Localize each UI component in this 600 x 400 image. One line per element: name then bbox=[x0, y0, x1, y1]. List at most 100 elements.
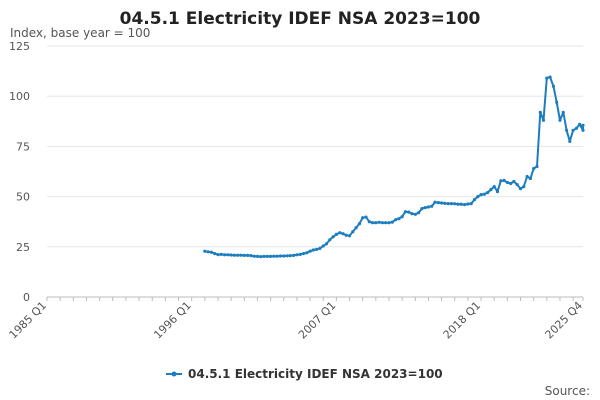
data-point[interactable] bbox=[397, 217, 401, 221]
data-point[interactable] bbox=[347, 234, 352, 238]
data-point[interactable] bbox=[426, 205, 430, 209]
data-point[interactable] bbox=[518, 187, 523, 191]
data-point[interactable] bbox=[522, 185, 526, 189]
data-point[interactable] bbox=[410, 212, 414, 216]
data-point[interactable] bbox=[275, 254, 279, 258]
data-point[interactable] bbox=[331, 235, 335, 239]
data-point[interactable] bbox=[492, 185, 496, 189]
data-point[interactable] bbox=[361, 216, 365, 220]
data-point[interactable] bbox=[469, 202, 473, 206]
data-point[interactable] bbox=[505, 180, 509, 185]
data-point[interactable] bbox=[232, 253, 236, 257]
data-point[interactable] bbox=[292, 253, 296, 257]
data-point[interactable] bbox=[558, 118, 562, 122]
data-point[interactable] bbox=[482, 192, 486, 196]
data-point[interactable] bbox=[341, 232, 345, 236]
data-point[interactable] bbox=[489, 188, 493, 192]
data-point[interactable] bbox=[525, 174, 529, 179]
data-point[interactable] bbox=[502, 178, 506, 183]
data-point[interactable] bbox=[436, 201, 440, 205]
data-point[interactable] bbox=[417, 211, 421, 215]
data-point[interactable] bbox=[568, 139, 572, 143]
data-point[interactable] bbox=[377, 220, 381, 224]
data-point[interactable] bbox=[515, 183, 519, 187]
data-point[interactable] bbox=[219, 252, 223, 256]
data-point[interactable] bbox=[324, 242, 329, 246]
data-point[interactable] bbox=[509, 181, 513, 186]
data-point[interactable] bbox=[374, 221, 378, 225]
data-point[interactable] bbox=[443, 201, 447, 205]
data-point[interactable] bbox=[321, 244, 325, 248]
data-point[interactable] bbox=[574, 126, 579, 130]
data-point[interactable] bbox=[456, 202, 460, 206]
data-point[interactable] bbox=[282, 254, 286, 258]
data-point[interactable] bbox=[364, 215, 368, 219]
data-point[interactable] bbox=[242, 253, 246, 257]
data-point[interactable] bbox=[272, 254, 276, 258]
data-point[interactable] bbox=[255, 254, 260, 258]
data-point[interactable] bbox=[367, 220, 371, 224]
data-point[interactable] bbox=[541, 118, 546, 122]
data-point[interactable] bbox=[338, 231, 342, 235]
data-point[interactable] bbox=[476, 195, 480, 199]
data-point[interactable] bbox=[344, 233, 348, 237]
data-point[interactable] bbox=[532, 166, 536, 171]
data-point[interactable] bbox=[213, 252, 217, 256]
data-point[interactable] bbox=[315, 247, 319, 251]
data-point[interactable] bbox=[486, 191, 490, 195]
data-point[interactable] bbox=[354, 226, 358, 230]
data-point[interactable] bbox=[295, 253, 299, 257]
data-point[interactable] bbox=[209, 250, 213, 254]
data-point[interactable] bbox=[311, 248, 315, 252]
data-point[interactable] bbox=[423, 206, 427, 210]
data-point[interactable] bbox=[305, 251, 309, 255]
data-point[interactable] bbox=[206, 250, 210, 254]
data-point[interactable] bbox=[479, 193, 483, 197]
data-point[interactable] bbox=[318, 246, 322, 250]
data-point[interactable] bbox=[259, 255, 263, 259]
data-point[interactable] bbox=[420, 207, 424, 211]
data-point[interactable] bbox=[236, 253, 240, 257]
data-point[interactable] bbox=[449, 202, 454, 206]
data-point[interactable] bbox=[298, 252, 302, 256]
data-point[interactable] bbox=[512, 179, 516, 184]
data-point[interactable] bbox=[288, 254, 292, 258]
data-point[interactable] bbox=[328, 238, 332, 242]
data-point[interactable] bbox=[565, 128, 569, 132]
data-point[interactable] bbox=[390, 220, 394, 224]
data-point[interactable] bbox=[334, 232, 338, 236]
data-point[interactable] bbox=[548, 75, 552, 79]
data-point[interactable] bbox=[571, 128, 575, 132]
data-point[interactable] bbox=[463, 203, 467, 207]
data-point[interactable] bbox=[262, 254, 266, 258]
data-point[interactable] bbox=[446, 202, 450, 206]
legend[interactable]: 04.5.1 Electricity IDEF NSA 2023=100 bbox=[166, 367, 443, 381]
data-point[interactable] bbox=[226, 253, 230, 257]
data-point[interactable] bbox=[459, 202, 463, 206]
data-point[interactable] bbox=[430, 204, 434, 208]
data-point[interactable] bbox=[278, 254, 283, 258]
data-point[interactable] bbox=[203, 249, 207, 253]
data-point[interactable] bbox=[252, 254, 256, 258]
data-point[interactable] bbox=[239, 253, 243, 257]
data-point[interactable] bbox=[229, 253, 233, 257]
data-point[interactable] bbox=[499, 179, 503, 183]
data-point[interactable] bbox=[269, 254, 273, 258]
data-point[interactable] bbox=[387, 221, 391, 225]
data-point[interactable] bbox=[380, 221, 384, 225]
data-point[interactable] bbox=[538, 110, 542, 114]
data-point[interactable] bbox=[384, 221, 388, 225]
data-point[interactable] bbox=[403, 210, 407, 214]
data-point[interactable] bbox=[551, 84, 556, 88]
data-point[interactable] bbox=[535, 164, 539, 169]
data-point[interactable] bbox=[440, 201, 444, 205]
data-point[interactable] bbox=[407, 210, 411, 214]
data-point[interactable] bbox=[400, 215, 404, 219]
data-point[interactable] bbox=[472, 198, 477, 202]
data-point[interactable] bbox=[466, 202, 470, 206]
data-point[interactable] bbox=[453, 202, 457, 206]
data-point[interactable] bbox=[495, 190, 500, 194]
data-point[interactable] bbox=[433, 200, 437, 204]
data-point[interactable] bbox=[394, 218, 398, 222]
data-point[interactable] bbox=[581, 128, 585, 132]
